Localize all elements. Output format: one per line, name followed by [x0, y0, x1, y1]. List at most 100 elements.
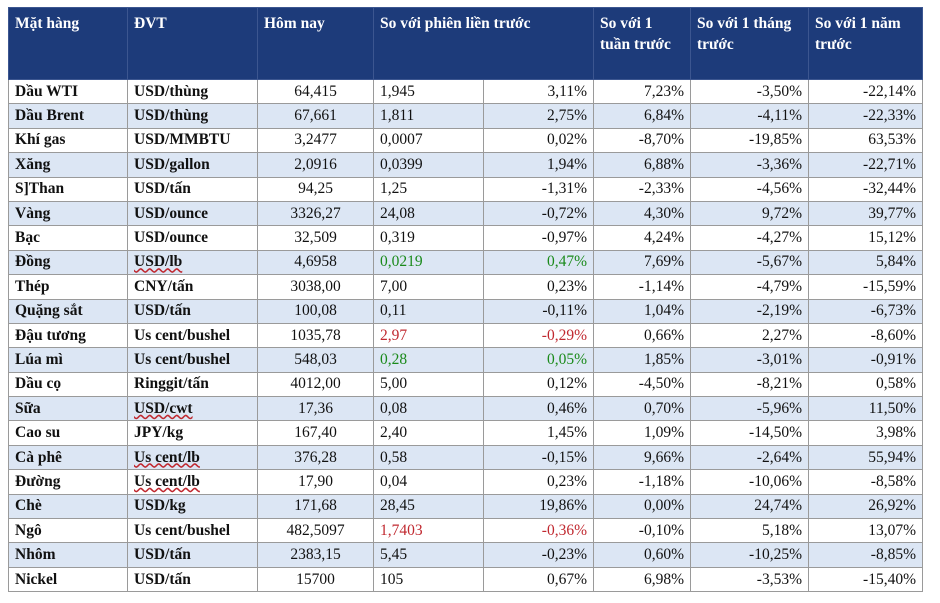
table-row: Đường Us cent/lb 17,90 0,04 0,23% -1,18% -10,0…: [8, 469, 923, 495]
change-month-cell: -4,27%: [690, 225, 809, 251]
change-year-cell: -8,85%: [808, 542, 923, 568]
unit-cell: Ringgit/tấn: [127, 371, 258, 398]
change-pct-cell: 0,23%: [483, 469, 594, 495]
table-row: Khí gas USD/MMBTU 3,2477 0,0007 0,02% -8,70% -…: [8, 127, 923, 154]
change-month-cell: -14,50%: [690, 420, 809, 446]
change-pct-cell: 0,67%: [483, 566, 594, 593]
unit-cell: USD/kg: [127, 493, 258, 520]
table-row: Quặng sắt USD/tấn 100,08 0,11 -0,11% 1,04% -2,…: [8, 298, 923, 324]
table-row: Cà phê Us cent/lb 376,28 0,58 -0,15% 9,66% -2,…: [8, 444, 923, 471]
price-today-cell: 32,509: [257, 225, 374, 251]
table-row: Vàng USD/ounce 3326,27 24,08 -0,72% 4,30% 9,72…: [8, 200, 923, 227]
item-name-cell: Khí gas: [8, 127, 128, 154]
price-today-cell: 2383,15: [257, 542, 374, 568]
price-today-cell: 17,36: [257, 396, 374, 422]
change-month-cell: -2,19%: [690, 298, 809, 324]
change-week-cell: 6,84%: [593, 103, 691, 129]
header-today: Hôm nay: [257, 7, 374, 80]
unit-cell: USD/thùng: [127, 103, 258, 129]
change-month-cell: -3,36%: [690, 152, 809, 178]
unit-cell: USD/tấn: [127, 176, 258, 202]
change-pct-cell: 0,05%: [483, 347, 594, 373]
change-year-cell: -22,71%: [808, 152, 923, 178]
change-year-cell: -22,14%: [808, 78, 923, 105]
change-year-cell: -8,58%: [808, 469, 923, 495]
change-week-cell: 9,66%: [593, 444, 691, 471]
change-abs-cell: 0,11: [373, 298, 484, 324]
price-today-cell: 376,28: [257, 444, 374, 471]
change-week-cell: 0,66%: [593, 322, 691, 349]
change-pct-cell: 3,11%: [483, 78, 594, 105]
change-abs-cell: 0,28: [373, 347, 484, 373]
change-month-cell: -4,11%: [690, 103, 809, 129]
price-today-cell: 67,661: [257, 103, 374, 129]
change-abs-cell: 0,0399: [373, 152, 484, 178]
change-pct-cell: 0,46%: [483, 396, 594, 422]
change-abs-cell: 105: [373, 566, 484, 593]
table-body: Dầu WTI USD/thùng 64,415 1,945 3,11% 7,23% -3,…: [8, 78, 923, 593]
change-month-cell: -3,01%: [690, 347, 809, 373]
change-week-cell: -1,14%: [593, 274, 691, 300]
unit-cell: Us cent/lb: [127, 469, 258, 495]
change-week-cell: 0,00%: [593, 493, 691, 520]
change-year-cell: 0,58%: [808, 371, 923, 398]
change-abs-cell: 2,40: [373, 420, 484, 446]
unit-cell: USD/tấn: [127, 542, 258, 568]
change-abs-cell: 28,45: [373, 493, 484, 520]
change-week-cell: -0,10%: [593, 518, 691, 544]
change-week-cell: -8,70%: [593, 127, 691, 154]
table-row: Cao su JPY/kg 167,40 2,40 1,45% 1,09% -14,50% 3…: [8, 420, 923, 446]
price-today-cell: 17,90: [257, 469, 374, 495]
item-name-cell: Xăng: [8, 152, 128, 178]
change-year-cell: 5,84%: [808, 249, 923, 276]
header-item: Mặt hàng: [8, 7, 128, 80]
price-today-cell: 64,415: [257, 78, 374, 105]
change-abs-cell: 0,0007: [373, 127, 484, 154]
table-row: Lúa mì Us cent/bushel 548,03 0,28 0,05% 1,85%…: [8, 347, 923, 373]
change-month-cell: -4,79%: [690, 274, 809, 300]
item-name-cell: Đồng: [8, 249, 128, 276]
change-month-cell: -3,50%: [690, 78, 809, 105]
price-today-cell: 167,40: [257, 420, 374, 446]
unit-cell: USD/MMBTU: [127, 127, 258, 154]
change-pct-cell: -0,11%: [483, 298, 594, 324]
item-name-cell: Đường: [8, 469, 128, 495]
table-row: Nickel USD/tấn 15700 105 0,67% 6,98% -3,53% -15…: [8, 566, 923, 593]
unit-cell: USD/thùng: [127, 78, 258, 105]
item-name-cell: Sữa: [8, 396, 128, 422]
change-pct-cell: -0,15%: [483, 444, 594, 471]
header-vs-year: So với 1 năm trước: [808, 7, 923, 80]
header-unit: ĐVT: [127, 7, 258, 80]
change-year-cell: -15,40%: [808, 566, 923, 593]
table-row: Dầu cọ Ringgit/tấn 4012,00 5,00 0,12% -4,50% -…: [8, 371, 923, 398]
table-row: Chè USD/kg 171,68 28,45 19,86% 0,00% 24,74% 26,…: [8, 493, 923, 520]
header-vs-month: So với 1 tháng trước: [690, 7, 809, 80]
item-name-cell: Chè: [8, 493, 128, 520]
change-week-cell: -2,33%: [593, 176, 691, 202]
change-year-cell: -0,91%: [808, 347, 923, 373]
price-today-cell: 100,08: [257, 298, 374, 324]
change-week-cell: 1,09%: [593, 420, 691, 446]
change-year-cell: 3,98%: [808, 420, 923, 446]
unit-cell: Us cent/bushel: [127, 322, 258, 349]
change-year-cell: 13,07%: [808, 518, 923, 544]
change-week-cell: 1,85%: [593, 347, 691, 373]
change-month-cell: -3,53%: [690, 566, 809, 593]
change-month-cell: -10,25%: [690, 542, 809, 568]
item-name-cell: Nickel: [8, 566, 128, 593]
change-week-cell: 0,70%: [593, 396, 691, 422]
change-abs-cell: 7,00: [373, 274, 484, 300]
unit-cell: USD/tấn: [127, 566, 258, 593]
change-week-cell: 1,04%: [593, 298, 691, 324]
change-pct-cell: -0,29%: [483, 322, 594, 349]
change-abs-cell: 1,25: [373, 176, 484, 202]
change-pct-cell: 2,75%: [483, 103, 594, 129]
price-today-cell: 3326,27: [257, 200, 374, 227]
change-month-cell: 5,18%: [690, 518, 809, 544]
unit-cell: Us cent/bushel: [127, 347, 258, 373]
item-name-cell: S]Than: [8, 176, 128, 202]
change-pct-cell: 19,86%: [483, 493, 594, 520]
price-today-cell: 171,68: [257, 493, 374, 520]
table-row: Thép CNY/tấn 3038,00 7,00 0,23% -1,14% -4,79% -…: [8, 274, 923, 300]
change-year-cell: -6,73%: [808, 298, 923, 324]
